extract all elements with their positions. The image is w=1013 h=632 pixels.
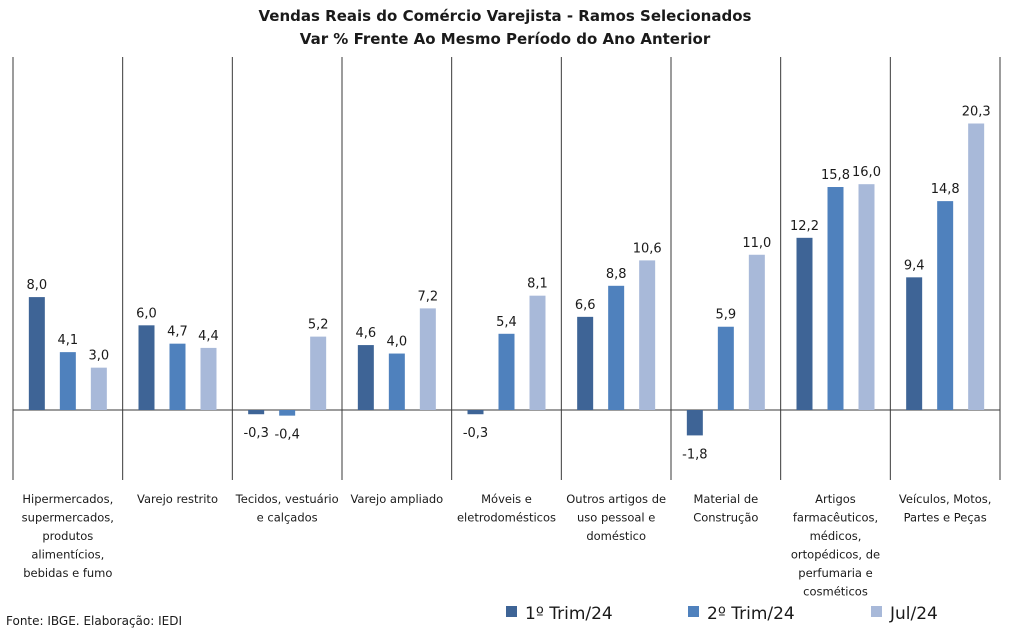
- bar: [419, 308, 436, 410]
- data-label: 7,2: [417, 289, 438, 304]
- data-label: 5,2: [308, 318, 329, 333]
- bar: [796, 237, 813, 410]
- data-label: 14,8: [931, 182, 960, 197]
- bar: [357, 345, 374, 410]
- data-label: 20,3: [962, 105, 991, 120]
- bar: [169, 343, 186, 410]
- bar: [577, 316, 594, 410]
- data-label: 8,1: [527, 277, 548, 292]
- category-label: Tecidos, vestuário e calçados: [235, 492, 339, 525]
- data-label: 3,0: [88, 349, 109, 364]
- category-label: Veículos, Motos, Partes e Peças: [899, 492, 992, 525]
- legend-label: 1º Trim/24: [525, 604, 613, 624]
- legend-swatch: [506, 606, 517, 617]
- data-label: 11,0: [742, 236, 771, 251]
- bar: [968, 123, 985, 410]
- legend-label: Jul/24: [889, 604, 938, 624]
- bar: [200, 347, 217, 410]
- category-label: Hipermercados, supermercados, produtos alim…: [22, 492, 114, 580]
- data-label: 6,6: [575, 298, 596, 313]
- legend: 1º Trim/24 2º Trim/24 Jul/24: [506, 604, 938, 624]
- category-label: Móveis e eletrodomésticos: [457, 492, 556, 525]
- bar: [138, 325, 155, 410]
- data-label: 9,4: [904, 258, 925, 273]
- data-label: 4,0: [386, 335, 407, 350]
- category-label: Material de Construção: [693, 492, 758, 525]
- data-label: 8,8: [606, 267, 627, 282]
- bar: [717, 326, 734, 410]
- bar: [248, 410, 265, 415]
- data-label: 5,4: [496, 315, 517, 330]
- bar: [858, 184, 875, 410]
- data-label: -0,3: [463, 426, 488, 441]
- bar: [748, 254, 765, 410]
- bar: [467, 410, 484, 415]
- bar: [59, 352, 76, 410]
- data-label: 6,0: [136, 306, 157, 321]
- data-label: 4,6: [355, 326, 376, 341]
- data-label: 16,0: [852, 165, 881, 180]
- data-label: -1,8: [682, 447, 707, 462]
- source-note: Fonte: IBGE. Elaboração: IEDI: [6, 614, 182, 628]
- category-label: Varejo ampliado: [350, 492, 443, 506]
- data-label: -0,3: [243, 426, 268, 441]
- category-label: Varejo restrito: [137, 492, 218, 506]
- bar: [310, 336, 327, 410]
- bar: [388, 353, 405, 410]
- plot-area: 8,0 6,0 -0,3 4,6 -0,3 6,6 -1,8 12,2 9,4 4,1 4,7 -0,…: [12, 57, 1001, 599]
- bar: [827, 187, 844, 410]
- data-label: 5,9: [715, 308, 736, 323]
- legend-swatch: [688, 606, 699, 617]
- chart-title: Vendas Reais do Comércio Varejista - Ram…: [259, 7, 752, 25]
- data-label: 4,4: [198, 329, 219, 344]
- bar: [529, 295, 546, 410]
- data-label: 8,0: [26, 278, 47, 293]
- data-label: 4,7: [167, 325, 188, 340]
- bar: [686, 410, 703, 436]
- data-label: 15,8: [821, 168, 850, 183]
- category-label: Artigos farmacêuticos, médicos, ortopédicos…: [791, 492, 880, 599]
- bar: [608, 285, 625, 410]
- bar: [906, 277, 923, 410]
- data-label: 10,6: [633, 241, 662, 256]
- legend-label: 2º Trim/24: [707, 604, 795, 624]
- category-label: Outros artigos de uso pessoal e doméstico: [566, 492, 666, 543]
- data-label: 4,1: [57, 333, 78, 348]
- legend-swatch: [871, 606, 882, 617]
- bar: [639, 260, 656, 410]
- bar: [279, 410, 296, 416]
- bar: [498, 333, 515, 410]
- data-label: -0,4: [274, 428, 299, 443]
- bar: [90, 367, 107, 410]
- data-label: 12,2: [790, 219, 819, 234]
- bar: [28, 297, 45, 410]
- chart-subtitle: Var % Frente Ao Mesmo Período do Ano Ant…: [300, 30, 711, 48]
- bar: [937, 201, 954, 410]
